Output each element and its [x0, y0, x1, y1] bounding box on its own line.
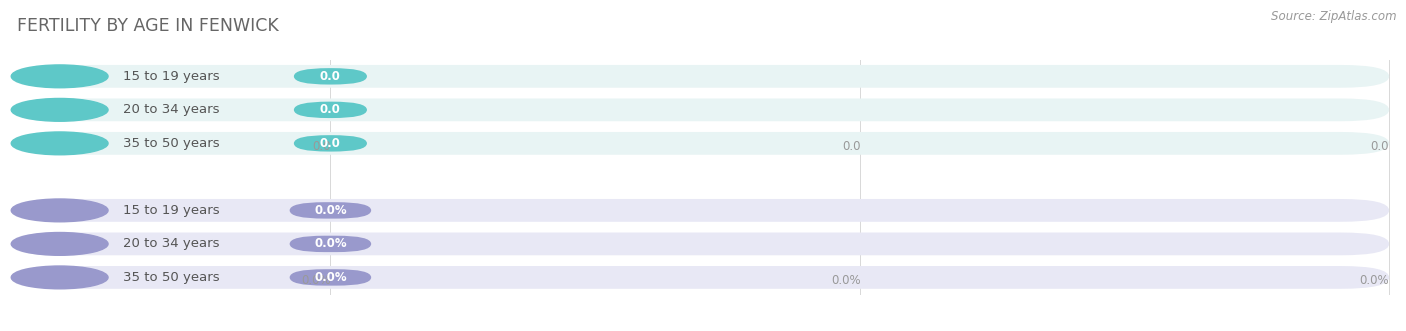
Text: 0.0: 0.0 — [312, 140, 330, 153]
Text: 0.0%: 0.0% — [301, 274, 330, 287]
FancyBboxPatch shape — [294, 135, 367, 152]
FancyBboxPatch shape — [11, 266, 1389, 289]
Text: 0.0%: 0.0% — [1360, 274, 1389, 287]
Text: 0.0%: 0.0% — [314, 237, 347, 251]
Text: 0.0: 0.0 — [1371, 140, 1389, 153]
FancyBboxPatch shape — [290, 202, 371, 218]
FancyBboxPatch shape — [11, 199, 1389, 222]
Text: 0.0%: 0.0% — [314, 271, 347, 284]
FancyBboxPatch shape — [11, 132, 1389, 155]
Text: 0.0: 0.0 — [321, 137, 340, 150]
Circle shape — [11, 98, 108, 121]
FancyBboxPatch shape — [11, 232, 1389, 255]
Text: 35 to 50 years: 35 to 50 years — [122, 137, 219, 150]
Text: Source: ZipAtlas.com: Source: ZipAtlas.com — [1271, 10, 1396, 23]
FancyBboxPatch shape — [290, 269, 371, 286]
FancyBboxPatch shape — [294, 102, 367, 118]
Text: 35 to 50 years: 35 to 50 years — [122, 271, 219, 284]
FancyBboxPatch shape — [11, 98, 1389, 121]
Circle shape — [11, 266, 108, 289]
Text: 15 to 19 years: 15 to 19 years — [122, 204, 219, 217]
FancyBboxPatch shape — [11, 65, 1389, 88]
Text: 15 to 19 years: 15 to 19 years — [122, 70, 219, 83]
Text: 20 to 34 years: 20 to 34 years — [122, 103, 219, 117]
Circle shape — [11, 65, 108, 88]
Text: 20 to 34 years: 20 to 34 years — [122, 237, 219, 251]
Text: 0.0: 0.0 — [321, 103, 340, 117]
Text: 0.0: 0.0 — [321, 70, 340, 83]
Text: 0.0%: 0.0% — [831, 274, 860, 287]
Text: 0.0%: 0.0% — [314, 204, 347, 217]
Circle shape — [11, 132, 108, 155]
Circle shape — [11, 232, 108, 255]
FancyBboxPatch shape — [294, 68, 367, 84]
FancyBboxPatch shape — [290, 236, 371, 252]
Text: 0.0: 0.0 — [842, 140, 860, 153]
Text: FERTILITY BY AGE IN FENWICK: FERTILITY BY AGE IN FENWICK — [17, 17, 278, 34]
Circle shape — [11, 199, 108, 222]
